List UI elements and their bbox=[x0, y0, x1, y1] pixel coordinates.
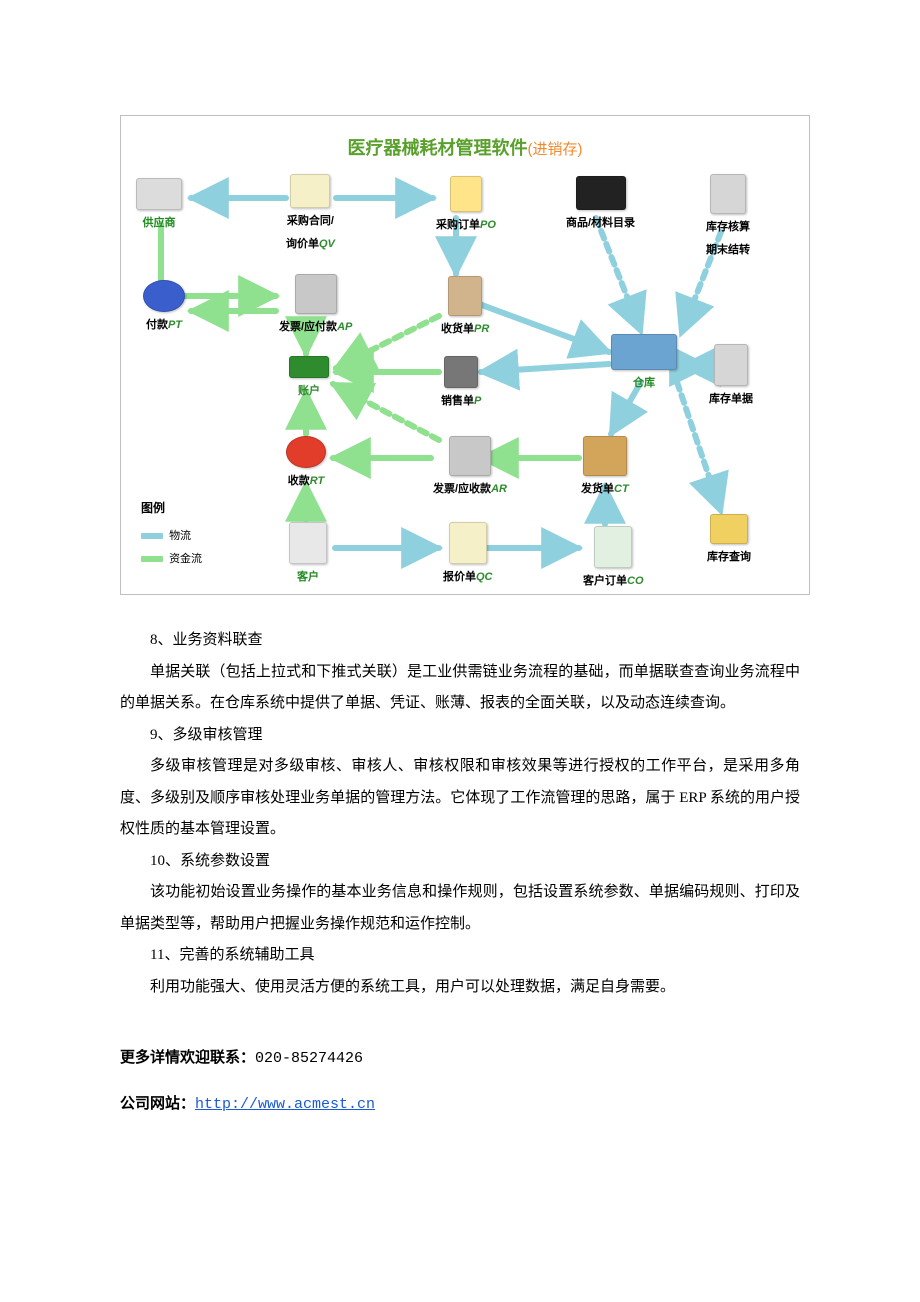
contact-site-label: 公司网站： bbox=[120, 1096, 195, 1112]
node-co: 客户订单CO bbox=[583, 526, 644, 593]
node-customer-label: 客户 bbox=[289, 566, 327, 589]
node-receipt-label: 收货单PR bbox=[441, 318, 489, 341]
node-quote-label: 报价单QC bbox=[443, 566, 493, 589]
node-po-icon bbox=[450, 176, 482, 212]
company-website-link[interactable]: http://www.acmest.cn bbox=[195, 1096, 375, 1113]
node-account-icon bbox=[289, 356, 329, 378]
node-costing-label: 库存核算 bbox=[706, 216, 750, 239]
node-stockquery-label: 库存查询 bbox=[707, 546, 751, 569]
contact-block: 更多详情欢迎联系：020-85274426 公司网站：http://www.ac… bbox=[120, 1043, 800, 1120]
section-9-para-0: 多级审核管理是对多级审核、审核人、审核权限和审核效果等进行授权的工作平台，是采用… bbox=[120, 751, 800, 846]
contact-phone: 020-85274426 bbox=[255, 1050, 363, 1067]
node-quote: 报价单QC bbox=[443, 522, 493, 589]
node-warehouse: 仓库 bbox=[611, 334, 677, 395]
node-costing: 库存核算期末结转 bbox=[706, 174, 750, 262]
node-po-label: 采购订单PO bbox=[436, 214, 496, 237]
node-receipt-icon bbox=[448, 276, 482, 316]
node-contract-label2: 询价单QV bbox=[286, 233, 335, 256]
legend-item-goods: 物流 bbox=[141, 525, 202, 548]
node-receipt: 收货单PR bbox=[441, 276, 489, 341]
node-pos: 销售单P bbox=[441, 356, 481, 413]
node-receiptRT: 收款RT bbox=[286, 436, 326, 493]
legend-title: 图例 bbox=[141, 496, 202, 521]
node-shipment-label: 发货单CT bbox=[581, 478, 629, 501]
diagram-legend: 图例 物流 资金流 bbox=[141, 496, 202, 571]
node-costing-label2: 期末结转 bbox=[706, 239, 750, 262]
legend-label-goods: 物流 bbox=[169, 530, 191, 542]
flow-diagram: 医疗器械耗材管理软件(进销存) 供应商 采购合同/询价单QV 采购订单PO 商品/材料… bbox=[120, 115, 810, 595]
node-ar-icon bbox=[449, 436, 491, 476]
node-stockdoc-label: 库存单据 bbox=[709, 388, 753, 411]
legend-swatch-money bbox=[141, 556, 163, 562]
node-shipment: 发货单CT bbox=[581, 436, 629, 501]
node-supplier-icon bbox=[136, 178, 182, 210]
diagram-title-sub: (进销存) bbox=[528, 141, 583, 158]
node-warehouse-icon bbox=[611, 334, 677, 370]
node-co-icon bbox=[594, 526, 632, 568]
diagram-title: 医疗器械耗材管理软件(进销存) bbox=[348, 130, 583, 168]
node-co-label: 客户订单CO bbox=[583, 570, 644, 593]
node-ap-icon bbox=[295, 274, 337, 314]
node-contract-icon bbox=[290, 174, 330, 208]
node-ar-label: 发票/应收款AR bbox=[433, 478, 507, 501]
section-10-head: 10、系统参数设置 bbox=[120, 846, 800, 878]
node-account: 账户 bbox=[289, 356, 329, 403]
legend-label-money: 资金流 bbox=[169, 553, 202, 565]
node-costing-icon bbox=[710, 174, 746, 214]
node-payment-label: 付款PT bbox=[143, 314, 185, 337]
node-ap: 发票/应付款AP bbox=[279, 274, 352, 339]
section-11-head: 11、完善的系统辅助工具 bbox=[120, 940, 800, 972]
node-catalog-label: 商品/材料目录 bbox=[566, 212, 635, 235]
node-receiptRT-label: 收款RT bbox=[286, 470, 326, 493]
node-warehouse-label: 仓库 bbox=[611, 372, 677, 395]
node-stockquery: 库存查询 bbox=[707, 514, 751, 569]
node-customer: 客户 bbox=[289, 522, 327, 589]
node-catalog: 商品/材料目录 bbox=[566, 176, 635, 235]
node-payment-icon bbox=[143, 280, 185, 312]
node-customer-icon bbox=[289, 522, 327, 564]
node-contract-label: 采购合同/ bbox=[286, 210, 335, 233]
section-10-para-0: 该功能初始设置业务操作的基本业务信息和操作规则，包括设置系统参数、单据编码规则、… bbox=[120, 877, 800, 940]
document-body: 8、业务资料联查单据关联（包括上拉式和下推式关联）是工业供需链业务流程的基础，而… bbox=[120, 625, 800, 1003]
node-stockdoc: 库存单据 bbox=[709, 344, 753, 411]
node-stockquery-icon bbox=[710, 514, 748, 544]
node-account-label: 账户 bbox=[289, 380, 329, 403]
node-supplier-label: 供应商 bbox=[136, 212, 182, 235]
section-8-para-0: 单据关联（包括上拉式和下推式关联）是工业供需链业务流程的基础，而单据联查查询业务… bbox=[120, 657, 800, 720]
node-supplier: 供应商 bbox=[136, 178, 182, 235]
section-9-head: 9、多级审核管理 bbox=[120, 720, 800, 752]
node-po: 采购订单PO bbox=[436, 176, 496, 237]
node-pos-icon bbox=[444, 356, 478, 388]
diagram-title-main: 医疗器械耗材管理软件 bbox=[348, 138, 528, 158]
node-stockdoc-icon bbox=[714, 344, 748, 386]
node-ar: 发票/应收款AR bbox=[433, 436, 507, 501]
legend-item-money: 资金流 bbox=[141, 548, 202, 571]
contact-phone-line: 更多详情欢迎联系：020-85274426 bbox=[120, 1043, 800, 1075]
section-8-head: 8、业务资料联查 bbox=[120, 625, 800, 657]
node-contract: 采购合同/询价单QV bbox=[286, 174, 335, 256]
contact-phone-label: 更多详情欢迎联系： bbox=[120, 1050, 255, 1066]
node-quote-icon bbox=[449, 522, 487, 564]
section-11-para-0: 利用功能强大、使用灵活方便的系统工具，用户可以处理数据，满足自身需要。 bbox=[120, 972, 800, 1004]
node-pos-label: 销售单P bbox=[441, 390, 481, 413]
node-catalog-icon bbox=[576, 176, 626, 210]
node-payment: 付款PT bbox=[143, 280, 185, 337]
node-ap-label: 发票/应付款AP bbox=[279, 316, 352, 339]
legend-swatch-goods bbox=[141, 533, 163, 539]
node-shipment-icon bbox=[583, 436, 627, 476]
node-receiptRT-icon bbox=[286, 436, 326, 468]
contact-site-line: 公司网站：http://www.acmest.cn bbox=[120, 1089, 800, 1121]
